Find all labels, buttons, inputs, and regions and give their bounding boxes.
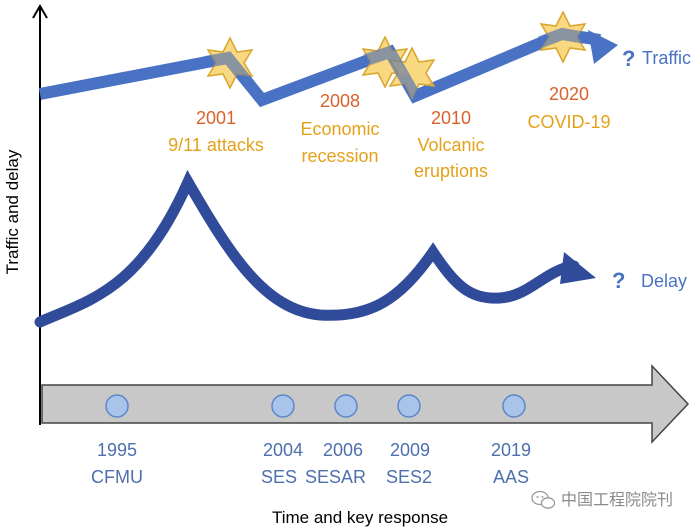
watermark-text: 中国工程院院刊 bbox=[561, 491, 673, 509]
event-2008: 2008 Economic recession bbox=[300, 91, 379, 166]
event-year: 2010 bbox=[431, 108, 471, 128]
event-2010: 2010 Volcanic eruptions bbox=[414, 108, 488, 181]
event-description-line-2: eruptions bbox=[414, 161, 488, 181]
delay-curve bbox=[34, 169, 580, 328]
traffic-line-overlay-2 bbox=[363, 44, 421, 99]
response-name-ses: SES bbox=[261, 467, 297, 487]
event-2020: 2020 COVID-19 bbox=[527, 84, 610, 132]
event-description-line-1: Economic bbox=[300, 119, 379, 139]
delay-label: Delay bbox=[641, 271, 687, 291]
delay-arrowhead bbox=[560, 252, 596, 284]
traffic-question-mark: ? bbox=[622, 46, 635, 71]
response-name-ses2: SES2 bbox=[386, 467, 432, 487]
event-description-line-2: recession bbox=[301, 146, 378, 166]
response-dot-2004 bbox=[271, 394, 295, 418]
response-dot-2009 bbox=[397, 394, 421, 418]
traffic-label: Traffic bbox=[642, 48, 691, 68]
response-name-sesar: SESAR bbox=[305, 467, 366, 487]
traffic-arrowhead bbox=[588, 30, 618, 64]
traffic-line-overlay-3 bbox=[537, 27, 587, 48]
event-2001: 2001 9/11 attacks bbox=[168, 108, 264, 155]
response-dot-2019 bbox=[502, 394, 526, 418]
event-description: COVID-19 bbox=[527, 112, 610, 132]
response-dots bbox=[105, 394, 526, 418]
event-year: 2020 bbox=[549, 84, 589, 104]
event-year: 2001 bbox=[196, 108, 236, 128]
timeline-arrow bbox=[41, 364, 690, 444]
y-axis-label: Traffic and delay bbox=[3, 149, 22, 274]
response-year-2019: 2019 bbox=[491, 440, 531, 460]
traffic-line-overlay bbox=[203, 51, 255, 89]
x-axis-label: Time and key response bbox=[272, 508, 448, 527]
response-year-1995: 1995 bbox=[97, 440, 137, 460]
response-dot-1995 bbox=[105, 394, 129, 418]
watermark: 中国工程院院刊 bbox=[531, 490, 673, 509]
response-name-cfmu: CFMU bbox=[91, 467, 143, 487]
star-2008-a bbox=[361, 35, 409, 89]
response-labels: 1995 CFMU 2004 SES 2006 SESAR 2009 SES2 … bbox=[91, 440, 531, 487]
response-year-2004: 2004 bbox=[263, 440, 303, 460]
event-description-line-1: Volcanic bbox=[417, 135, 484, 155]
delay-question-mark: ? bbox=[612, 268, 625, 293]
response-name-aas: AAS bbox=[493, 467, 529, 487]
response-year-2009: 2009 bbox=[390, 440, 430, 460]
response-dot-2006 bbox=[334, 394, 358, 418]
y-axis-arrowhead bbox=[32, 4, 48, 19]
event-year: 2008 bbox=[320, 91, 360, 111]
response-year-2006: 2006 bbox=[323, 440, 363, 460]
event-description: 9/11 attacks bbox=[168, 135, 264, 155]
wechat-icon bbox=[531, 490, 556, 509]
